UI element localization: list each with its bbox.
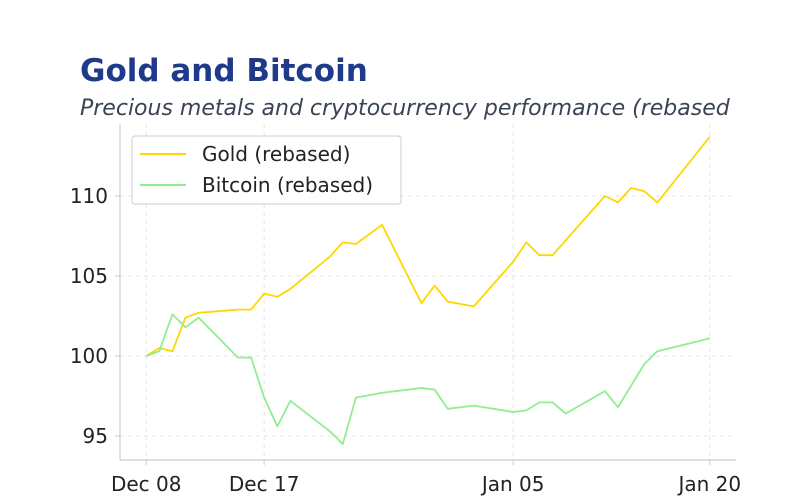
y-tick-label: 100 — [70, 344, 108, 368]
x-tick-label: Dec 17 — [229, 472, 300, 496]
x-tick-label: Dec 08 — [111, 472, 182, 496]
series-group — [145, 136, 711, 445]
axes — [115, 124, 736, 465]
x-tick-label: Jan 05 — [480, 472, 545, 496]
legend-label: Gold (rebased) — [202, 142, 350, 166]
chart-title: Gold and Bitcoin — [80, 53, 368, 89]
y-tick-label: 110 — [70, 184, 108, 208]
chart-subtitle: Precious metals and cryptocurrency perfo… — [80, 96, 730, 121]
legend-label: Bitcoin (rebased) — [202, 173, 373, 197]
series-line-bitcoin — [145, 313, 711, 445]
x-tick-label: Jan 20 — [676, 472, 741, 496]
legend: Gold (rebased) Bitcoin (rebased) — [131, 135, 402, 205]
y-tick-label: 95 — [83, 424, 108, 448]
series-line-gold — [145, 136, 711, 357]
legend-box — [131, 135, 402, 205]
y-tick-label: 105 — [70, 264, 108, 288]
tick-labels: 95 100 105 110 Dec 08 Dec 17 Jan 05 Jan 20 — [70, 184, 741, 496]
